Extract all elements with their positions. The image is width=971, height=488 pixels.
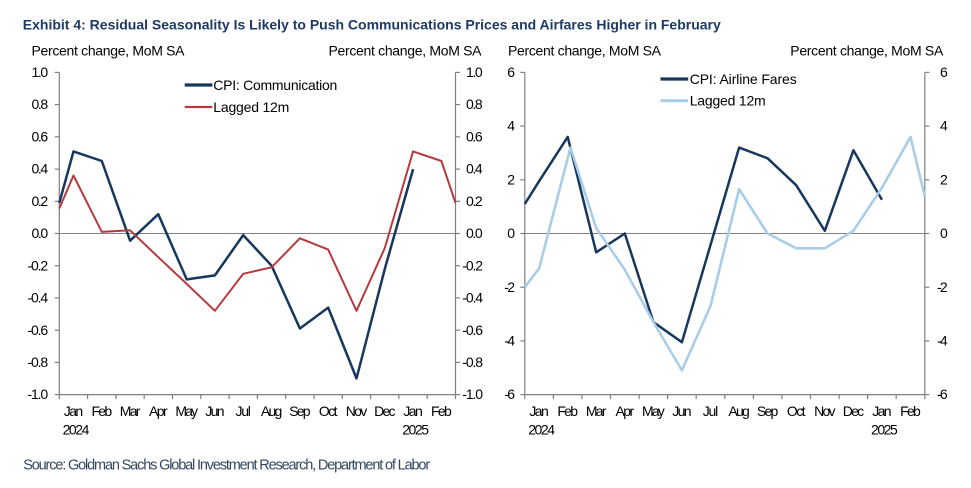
svg-text:Percent change, MoM SA: Percent change, MoM SA bbox=[32, 42, 186, 58]
svg-text:-0.2: -0.2 bbox=[28, 257, 49, 273]
svg-text:4: 4 bbox=[940, 118, 948, 134]
svg-text:Dec: Dec bbox=[374, 403, 395, 419]
svg-text:CPI: Airline Fares: CPI: Airline Fares bbox=[690, 71, 797, 87]
svg-text:Dec: Dec bbox=[843, 403, 864, 419]
svg-text:Feb: Feb bbox=[557, 403, 578, 419]
svg-text:0: 0 bbox=[940, 225, 948, 241]
svg-text:Jan: Jan bbox=[872, 403, 891, 419]
svg-text:2024: 2024 bbox=[528, 421, 555, 437]
svg-text:1.0: 1.0 bbox=[466, 64, 483, 80]
svg-text:Sep: Sep bbox=[289, 403, 311, 419]
svg-text:Jun: Jun bbox=[205, 403, 224, 419]
svg-text:-0.8: -0.8 bbox=[28, 354, 49, 370]
svg-text:1.0: 1.0 bbox=[32, 64, 49, 80]
svg-text:2024: 2024 bbox=[63, 421, 90, 437]
svg-text:-0.6: -0.6 bbox=[462, 322, 483, 338]
svg-text:-0.8: -0.8 bbox=[462, 354, 483, 370]
svg-text:6: 6 bbox=[507, 64, 515, 80]
svg-text:0.0: 0.0 bbox=[32, 225, 49, 241]
svg-text:Nov: Nov bbox=[346, 403, 367, 419]
svg-text:-0.4: -0.4 bbox=[462, 290, 483, 306]
svg-text:4: 4 bbox=[507, 118, 515, 134]
svg-text:Oct: Oct bbox=[787, 403, 806, 419]
svg-text:-0.4: -0.4 bbox=[28, 290, 49, 306]
svg-text:-0.6: -0.6 bbox=[28, 322, 49, 338]
svg-text:-4: -4 bbox=[937, 333, 948, 349]
svg-text:Apr: Apr bbox=[149, 403, 168, 419]
svg-text:Lagged 12m: Lagged 12m bbox=[213, 99, 289, 115]
svg-text:Feb: Feb bbox=[91, 403, 112, 419]
svg-text:Percent change, MoM SA: Percent change, MoM SA bbox=[508, 42, 662, 58]
svg-text:-6: -6 bbox=[504, 386, 515, 402]
svg-text:-2: -2 bbox=[504, 279, 515, 295]
svg-text:Feb: Feb bbox=[900, 403, 921, 419]
svg-text:0.4: 0.4 bbox=[32, 161, 49, 177]
svg-text:0.0: 0.0 bbox=[466, 225, 483, 241]
svg-text:0.8: 0.8 bbox=[466, 96, 483, 112]
svg-text:Jan: Jan bbox=[403, 403, 422, 419]
svg-text:2: 2 bbox=[507, 171, 515, 187]
svg-text:2: 2 bbox=[940, 171, 948, 187]
svg-text:CPI: Communication: CPI: Communication bbox=[213, 77, 337, 93]
svg-text:May: May bbox=[175, 403, 198, 419]
svg-text:Source: Goldman Sachs Global I: Source: Goldman Sachs Global Investment … bbox=[23, 457, 430, 473]
svg-text:May: May bbox=[642, 403, 665, 419]
svg-text:-0.2: -0.2 bbox=[462, 257, 483, 273]
svg-text:0.6: 0.6 bbox=[466, 128, 483, 144]
svg-text:Aug: Aug bbox=[261, 403, 282, 419]
svg-text:Mar: Mar bbox=[120, 403, 141, 419]
svg-text:0.2: 0.2 bbox=[466, 193, 483, 209]
svg-text:Oct: Oct bbox=[319, 403, 338, 419]
svg-text:0: 0 bbox=[507, 225, 515, 241]
svg-text:Mar: Mar bbox=[586, 403, 607, 419]
svg-text:0.2: 0.2 bbox=[32, 193, 49, 209]
svg-text:Jan: Jan bbox=[529, 403, 548, 419]
svg-text:Aug: Aug bbox=[728, 403, 749, 419]
svg-text:Nov: Nov bbox=[814, 403, 835, 419]
svg-text:2025: 2025 bbox=[402, 421, 429, 437]
svg-text:Jul: Jul bbox=[703, 403, 718, 419]
svg-text:Percent change, MoM SA: Percent change, MoM SA bbox=[790, 42, 944, 58]
svg-text:6: 6 bbox=[940, 64, 948, 80]
svg-text:-4: -4 bbox=[504, 333, 515, 349]
svg-text:2025: 2025 bbox=[871, 421, 898, 437]
svg-text:-1.0: -1.0 bbox=[462, 386, 483, 402]
svg-text:Percent change, MoM SA: Percent change, MoM SA bbox=[329, 42, 483, 58]
svg-text:Apr: Apr bbox=[615, 403, 634, 419]
svg-text:Jun: Jun bbox=[672, 403, 691, 419]
svg-text:Lagged 12m: Lagged 12m bbox=[690, 93, 766, 109]
svg-text:-1.0: -1.0 bbox=[28, 386, 49, 402]
svg-text:0.4: 0.4 bbox=[466, 161, 483, 177]
svg-text:-6: -6 bbox=[937, 386, 948, 402]
svg-text:Jan: Jan bbox=[64, 403, 83, 419]
svg-text:0.6: 0.6 bbox=[32, 128, 49, 144]
svg-text:Jul: Jul bbox=[236, 403, 251, 419]
svg-text:Exhibit 4: Residual Seasonalit: Exhibit 4: Residual Seasonality Is Likel… bbox=[23, 17, 721, 33]
svg-text:0.8: 0.8 bbox=[32, 96, 49, 112]
svg-text:-2: -2 bbox=[937, 279, 948, 295]
svg-text:Feb: Feb bbox=[431, 403, 452, 419]
svg-text:Sep: Sep bbox=[757, 403, 779, 419]
